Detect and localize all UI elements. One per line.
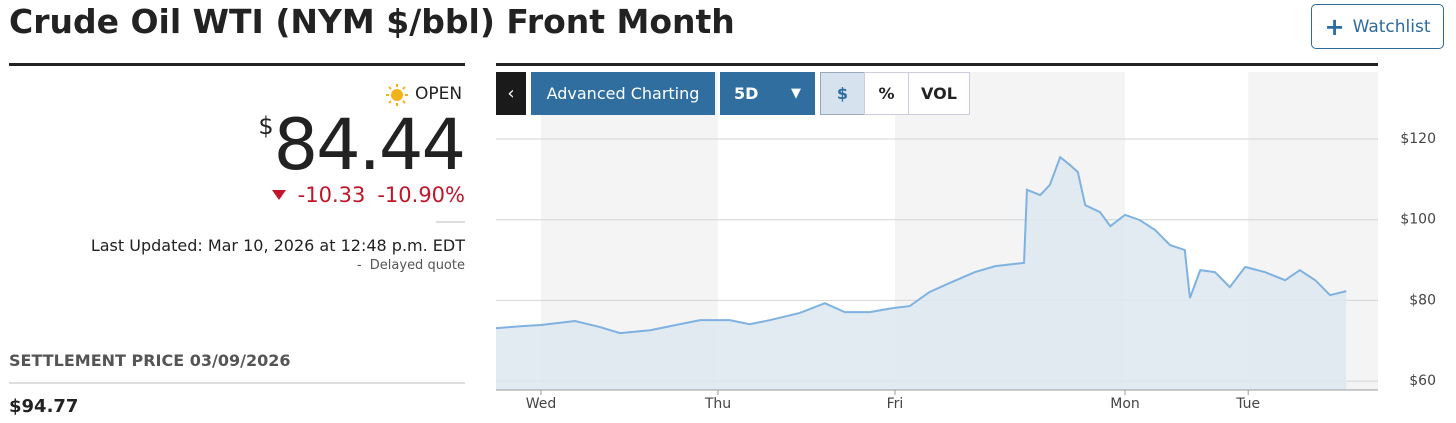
rule bbox=[9, 63, 465, 66]
y-tick-label: $100 bbox=[1400, 212, 1436, 228]
volume-button[interactable]: VOL bbox=[908, 72, 970, 115]
advanced-charting-button[interactable]: Advanced Charting bbox=[531, 72, 715, 115]
watchlist-label: Watchlist bbox=[1352, 16, 1431, 37]
range-select[interactable]: 5D ▼ bbox=[720, 72, 815, 115]
market-status: OPEN bbox=[415, 84, 463, 104]
delay-note: - Delayed quote bbox=[356, 258, 465, 273]
settlement-label: SETTLEMENT PRICE 03/09/2026 bbox=[9, 351, 291, 370]
last-updated: Last Updated: Mar 10, 2026 at 12:48 p.m.… bbox=[90, 236, 465, 255]
price-area bbox=[496, 157, 1347, 390]
price-line bbox=[495, 155, 1347, 335]
price: $84.44 bbox=[258, 104, 466, 186]
y-tick-label: $60 bbox=[1409, 373, 1436, 389]
collapse-button[interactable]: ‹ bbox=[496, 72, 526, 115]
currency: $ bbox=[258, 112, 274, 140]
watchlist-button[interactable]: + Watchlist bbox=[1311, 4, 1444, 49]
down-arrow bbox=[272, 190, 286, 200]
x-tick-label: Mon bbox=[1110, 396, 1140, 412]
settlement-value: $94.77 bbox=[9, 396, 79, 417]
x-tick-label: Tue bbox=[1235, 396, 1260, 412]
change: -10.33 -10.90% bbox=[298, 183, 465, 207]
dollar-button[interactable]: $ bbox=[820, 72, 865, 115]
change-percent: -10.90% bbox=[377, 183, 465, 207]
change-value: -10.33 bbox=[297, 183, 366, 207]
range-label: 5D bbox=[734, 84, 759, 103]
rule bbox=[496, 63, 1378, 66]
x-tick-label: Fri bbox=[887, 396, 904, 412]
y-tick-label: $120 bbox=[1400, 131, 1436, 147]
percent-button[interactable]: % bbox=[864, 72, 909, 115]
price-value: 84.44 bbox=[273, 104, 466, 186]
sun-icon bbox=[386, 84, 408, 106]
x-tick-label: Thu bbox=[704, 396, 731, 412]
page-title: Crude Oil WTI (NYM $/bbl) Front Month bbox=[9, 2, 735, 41]
caret: ▼ bbox=[791, 86, 801, 101]
plus-icon: + bbox=[1324, 12, 1345, 41]
y-tick-label: $80 bbox=[1409, 292, 1436, 308]
x-tick-label: Wed bbox=[526, 396, 557, 412]
